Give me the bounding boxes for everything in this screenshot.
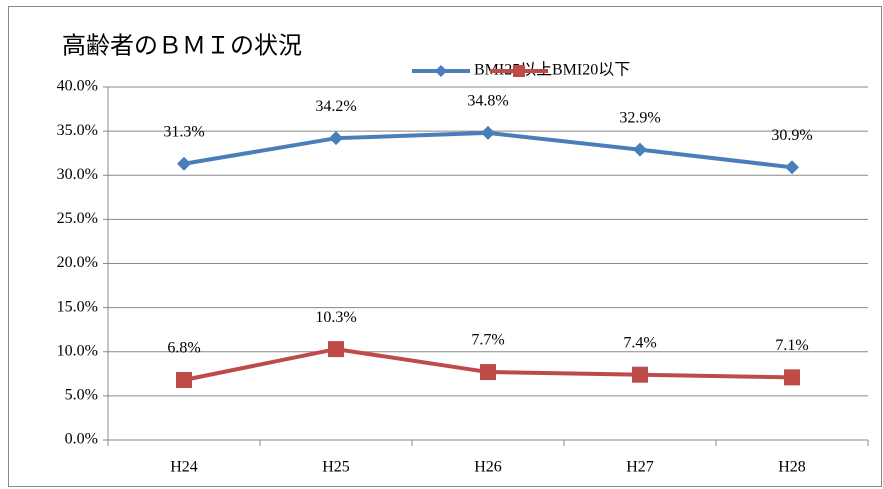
point [329,131,343,146]
x-tick-label: H28 [778,459,806,476]
data-label: 6.8% [167,340,200,357]
x-tick-label: H27 [626,459,654,476]
legend-label: BMI20以下 [552,62,630,79]
y-tick-label: 5.0% [65,387,98,404]
point [785,160,799,175]
data-label: 30.9% [771,127,812,144]
chart-title: 高齢者のＢＭＩの状況 [62,33,302,60]
data-label: 7.4% [623,334,656,351]
data-label: 34.8% [467,93,508,110]
y-tick-label: 0.0% [65,431,98,448]
point [328,341,344,358]
point [480,364,496,381]
y-tick-label: 15.0% [57,298,98,315]
y-tick-label: 40.0% [57,78,98,95]
data-label: 34.2% [315,98,356,115]
x-tick-label: H25 [322,459,350,476]
y-tick-label: 30.0% [57,166,98,183]
point [632,366,648,383]
y-tick-label: 35.0% [57,122,98,139]
legend-marker [513,65,525,77]
y-tick-label: 25.0% [57,210,98,227]
point [784,369,800,386]
data-label: 31.3% [163,123,204,140]
x-tick-label: H26 [474,459,502,476]
chart-border [8,6,882,487]
point [176,371,192,388]
point [481,125,495,140]
legend-marker [435,65,447,77]
data-label: 10.3% [315,309,356,326]
x-tick-label: H24 [170,459,198,476]
point [633,142,647,157]
data-label: 32.9% [619,109,660,126]
y-tick-label: 20.0% [57,254,98,271]
point [177,156,191,171]
y-tick-label: 10.0% [57,342,98,359]
data-label: 7.7% [471,332,504,349]
data-label: 7.1% [775,337,808,354]
